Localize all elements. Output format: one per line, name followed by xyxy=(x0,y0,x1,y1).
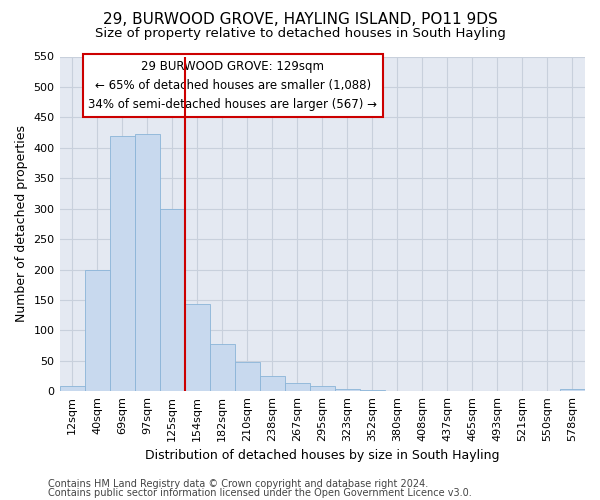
Text: Contains HM Land Registry data © Crown copyright and database right 2024.: Contains HM Land Registry data © Crown c… xyxy=(48,479,428,489)
Bar xyxy=(160,208,185,392)
Text: 29 BURWOOD GROVE: 129sqm
← 65% of detached houses are smaller (1,088)
34% of sem: 29 BURWOOD GROVE: 129sqm ← 65% of detach… xyxy=(88,60,377,111)
Bar xyxy=(235,362,260,392)
Text: Contains public sector information licensed under the Open Government Licence v3: Contains public sector information licen… xyxy=(48,488,472,498)
Bar xyxy=(310,386,335,392)
Text: Size of property relative to detached houses in South Hayling: Size of property relative to detached ho… xyxy=(95,28,505,40)
Bar xyxy=(185,304,209,392)
X-axis label: Distribution of detached houses by size in South Hayling: Distribution of detached houses by size … xyxy=(145,450,500,462)
Bar xyxy=(335,390,360,392)
Bar xyxy=(110,136,134,392)
Y-axis label: Number of detached properties: Number of detached properties xyxy=(15,126,28,322)
Bar xyxy=(560,390,585,392)
Bar xyxy=(260,376,285,392)
Bar xyxy=(360,390,385,392)
Bar xyxy=(285,384,310,392)
Bar xyxy=(209,344,235,392)
Bar xyxy=(134,134,160,392)
Bar xyxy=(85,270,110,392)
Text: 29, BURWOOD GROVE, HAYLING ISLAND, PO11 9DS: 29, BURWOOD GROVE, HAYLING ISLAND, PO11 … xyxy=(103,12,497,28)
Bar xyxy=(59,386,85,392)
